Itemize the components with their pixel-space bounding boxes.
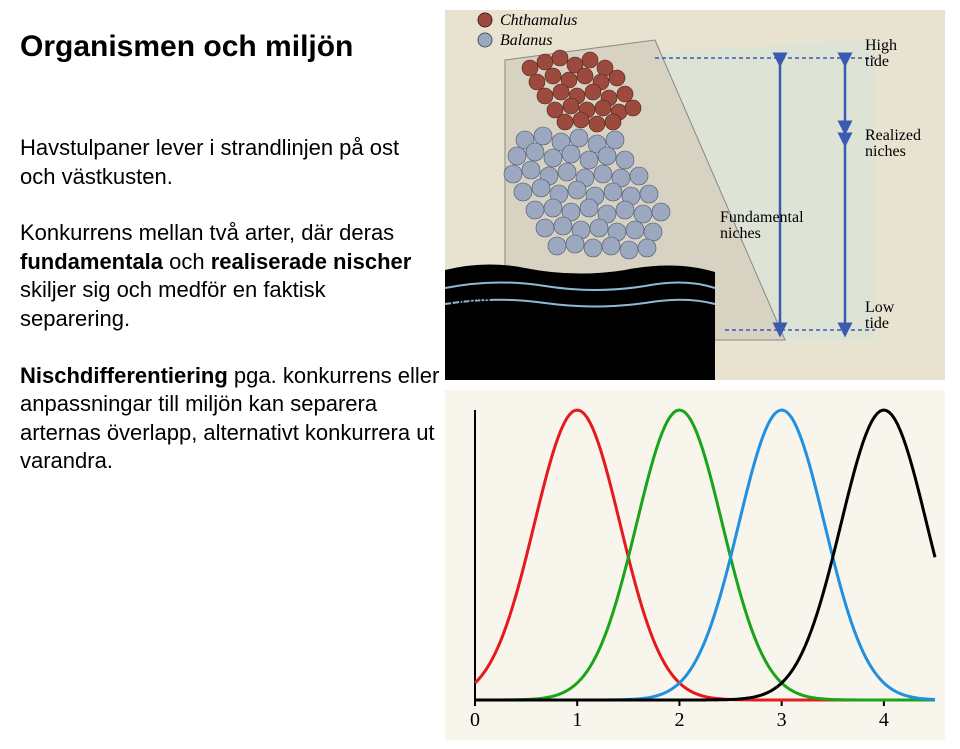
legend-swatch-1 <box>478 13 492 27</box>
page-title: Organismen och miljön <box>20 30 440 64</box>
paragraph-3: Nischdifferentiering pga. konkurrens ell… <box>20 362 440 476</box>
high-tide-label-1: High <box>865 37 897 54</box>
p2-text-1: Konkurrens mellan två arter, där deras <box>20 220 394 245</box>
gaussian-chart: 0 1 2 3 4 <box>445 390 945 740</box>
niche-diagram: Chthamalus Balanus Ocean Fundamental nic… <box>445 10 945 380</box>
x-tick-label: 4 <box>879 709 889 731</box>
realized-label-1: Realized <box>865 127 921 144</box>
p3-bold-1: Nischdifferentiering <box>20 363 228 388</box>
fundamental-label-1: Fundamental <box>720 209 804 226</box>
ocean-label: Ocean <box>450 293 491 310</box>
low-tide-label-1: Low <box>865 299 895 316</box>
p2-bold-2: realiserade nischer <box>211 249 412 274</box>
x-tick-label: 3 <box>777 709 787 731</box>
realized-label-2: niches <box>865 143 906 160</box>
high-tide-label-2: tide <box>865 53 889 70</box>
paragraph-1: Havstulpaner lever i strandlinjen på ost… <box>20 134 440 191</box>
p2-text-3: skiljer sig och medför en faktisk separe… <box>20 277 326 331</box>
legend-label-2: Balanus <box>500 32 552 49</box>
x-tick-label: 0 <box>470 709 480 731</box>
x-tick-label: 1 <box>572 709 582 731</box>
legend-label-1: Chthamalus <box>500 12 577 29</box>
legend-swatch-2 <box>478 33 492 47</box>
p2-text-2: och <box>163 249 211 274</box>
paragraph-2: Konkurrens mellan två arter, där deras f… <box>20 219 440 333</box>
fundamental-label-2: niches <box>720 225 761 242</box>
x-tick-label: 2 <box>674 709 684 731</box>
low-tide-label-2: tide <box>865 315 889 332</box>
chart-bg <box>445 390 945 740</box>
p2-bold-1: fundamentala <box>20 249 163 274</box>
